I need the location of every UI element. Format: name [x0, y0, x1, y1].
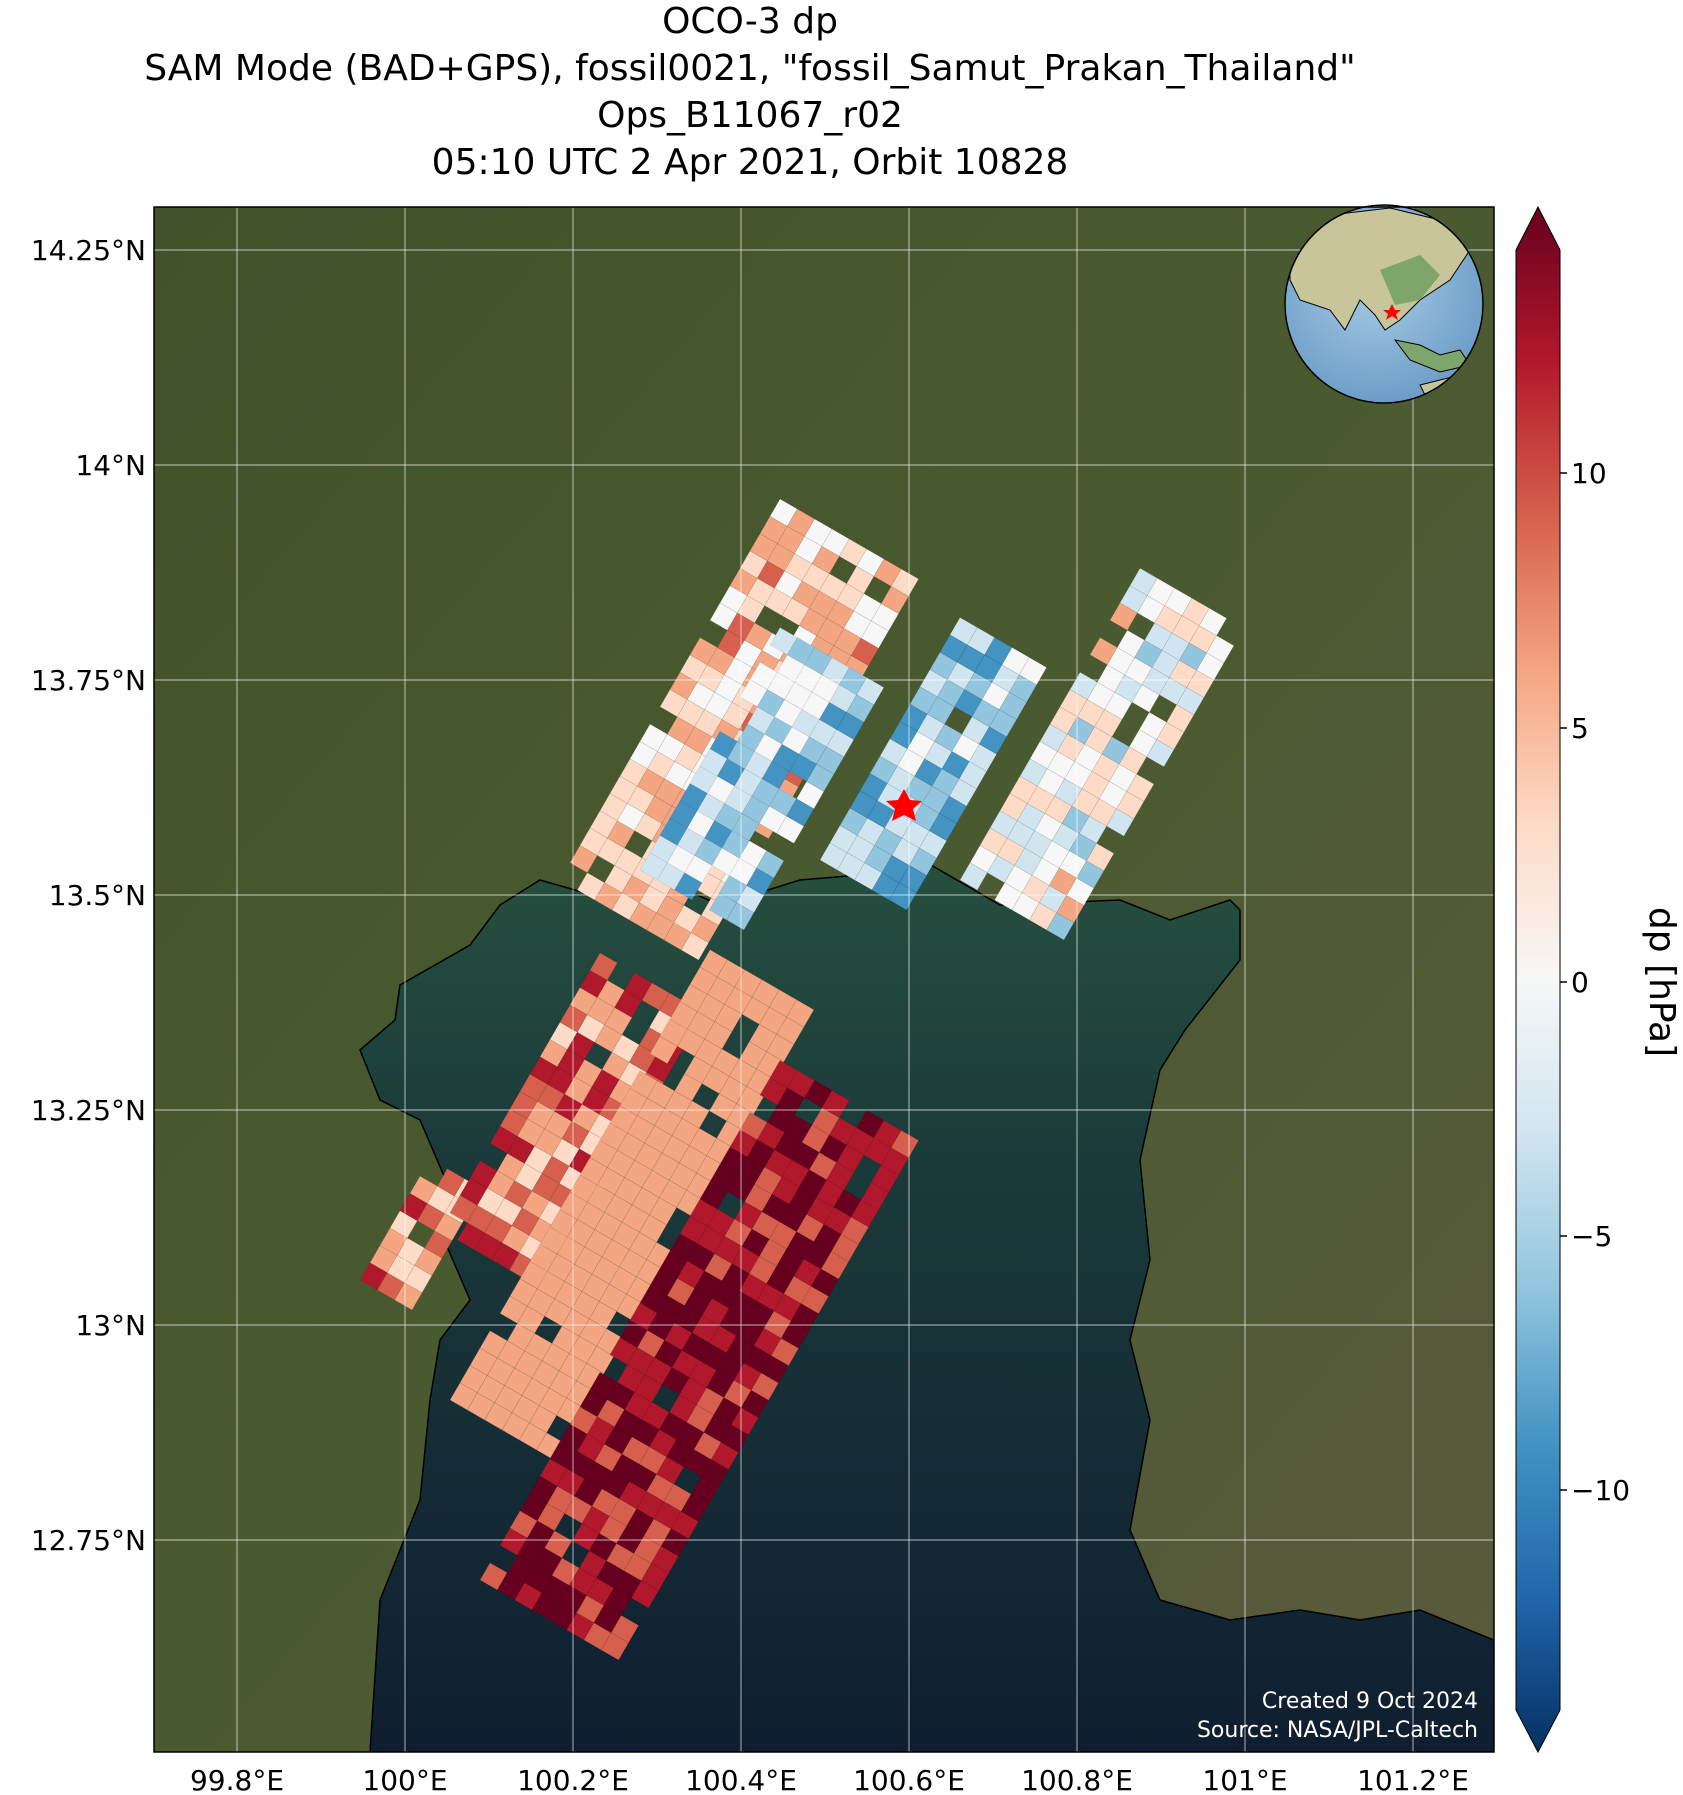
sounding-footprint: [890, 1130, 919, 1159]
lon-tick-label: 100.8°E: [1021, 1764, 1133, 1795]
sounding-footprint: [786, 999, 815, 1028]
sounding-footprint: [1018, 657, 1047, 686]
lon-tick-label: 100°E: [362, 1764, 447, 1795]
lat-tick-labels: 14.25°N 14°N 13.75°N 13.5°N 13.25°N 13°N…: [31, 234, 146, 1557]
sounding-footprint: [756, 850, 785, 879]
sounding-footprint: [1086, 843, 1115, 872]
lat-tick-label: 12.75°N: [31, 1524, 146, 1557]
sounding-footprint: [1206, 635, 1235, 664]
title-line-2: SAM Mode (BAD+GPS), fossil0021, "fossil_…: [144, 48, 1356, 89]
lon-tick-label: 100.4°E: [685, 1764, 797, 1795]
globe-seasia-islands: [1393, 339, 1471, 373]
colorbar-tick-label: −5: [1571, 1220, 1612, 1253]
lon-tick-label: 99.8°E: [190, 1764, 284, 1795]
credit-source: Source: NASA/JPL-Caltech: [1197, 1718, 1478, 1743]
globe-star-icon: [1383, 304, 1401, 320]
globe-asia-landmass: [1289, 207, 1471, 331]
sounding-footprint: [1126, 773, 1155, 802]
lat-tick-label: 13.5°N: [49, 879, 146, 912]
colorbar: 10 5 0 −5 −10 dp [hPa]: [1515, 205, 1682, 1754]
lat-tick-label: 13.75°N: [31, 664, 146, 697]
lat-tick-label: 14.25°N: [31, 234, 146, 267]
lon-tick-label: 100.6°E: [853, 1764, 965, 1795]
map-area: [154, 207, 1494, 1752]
credit-created: Created 9 Oct 2024: [1262, 1689, 1478, 1714]
swath-layer: [359, 498, 1235, 1661]
sounding-footprint: [1198, 607, 1227, 636]
gridlines: [154, 207, 1494, 1752]
title-line-1: OCO-3 dp: [662, 1, 838, 42]
colorbar-body: [1515, 205, 1561, 1754]
globe-china-green: [1380, 255, 1440, 305]
lon-tick-label: 101°E: [1202, 1764, 1287, 1795]
inset-globe: [1284, 204, 1484, 404]
colorbar-label: dp [hPa]: [1641, 907, 1682, 1057]
sounding-footprint: [890, 568, 919, 597]
title-line-4: 05:10 UTC 2 Apr 2021, Orbit 10828: [431, 142, 1069, 183]
sounding-footprint: [856, 677, 885, 706]
map-frame: [153, 206, 1495, 1753]
title-line-3: Ops_B11067_r02: [597, 95, 903, 136]
lon-tick-label: 100.2°E: [517, 1764, 629, 1795]
lon-tick-label: 101.2°E: [1357, 1764, 1469, 1795]
lat-tick-label: 14°N: [75, 449, 146, 482]
colorbar-tick-label: 10: [1571, 457, 1607, 490]
colorbar-tick-label: 5: [1571, 712, 1589, 745]
sounding-footprint: [589, 952, 618, 981]
lon-tick-labels: 99.8°E 100°E 100.2°E 100.4°E 100.6°E 100…: [190, 1764, 1469, 1795]
sounding-footprint: [821, 1090, 850, 1119]
lat-tick-label: 13°N: [75, 1309, 146, 1342]
sounding-footprint: [610, 1615, 639, 1644]
colorbar-tick-label: 0: [1571, 966, 1589, 999]
colorbar-tick-label: −10: [1571, 1474, 1630, 1507]
lat-tick-label: 13.25°N: [31, 1094, 146, 1127]
target-star-marker: [886, 789, 922, 821]
